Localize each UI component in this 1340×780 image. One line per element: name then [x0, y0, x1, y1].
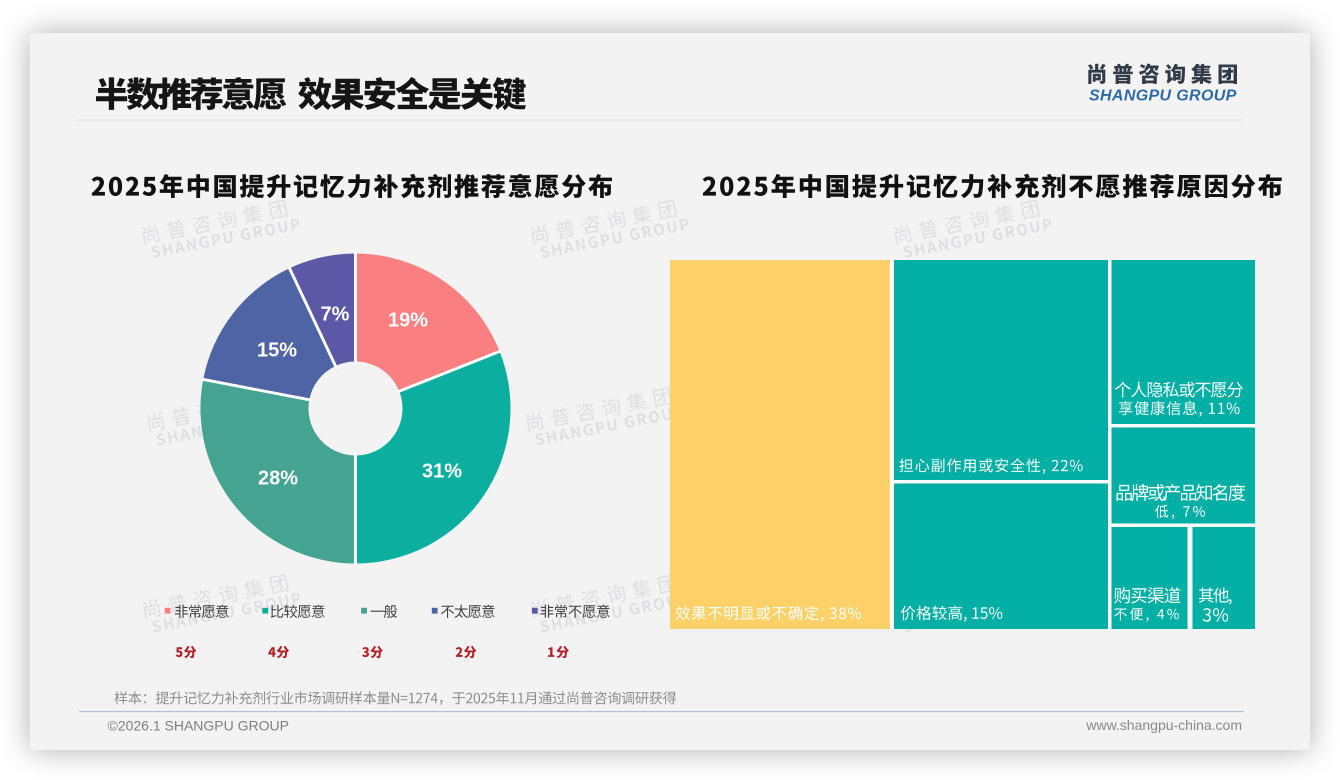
svg-text:31%: 31%	[422, 460, 462, 482]
svg-text:©2026.1 SHANGPU GROUP: ©2026.1 SHANGPU GROUP	[108, 718, 290, 734]
svg-text:19%: 19%	[388, 309, 428, 331]
svg-text:www.shangpu-china.com: www.shangpu-china.com	[1085, 717, 1242, 733]
svg-text:15%: 15%	[257, 339, 297, 361]
svg-text:7%: 7%	[321, 303, 350, 325]
svg-text:SHANGPU GROUP: SHANGPU GROUP	[1089, 88, 1237, 105]
svg-text:28%: 28%	[258, 467, 298, 489]
